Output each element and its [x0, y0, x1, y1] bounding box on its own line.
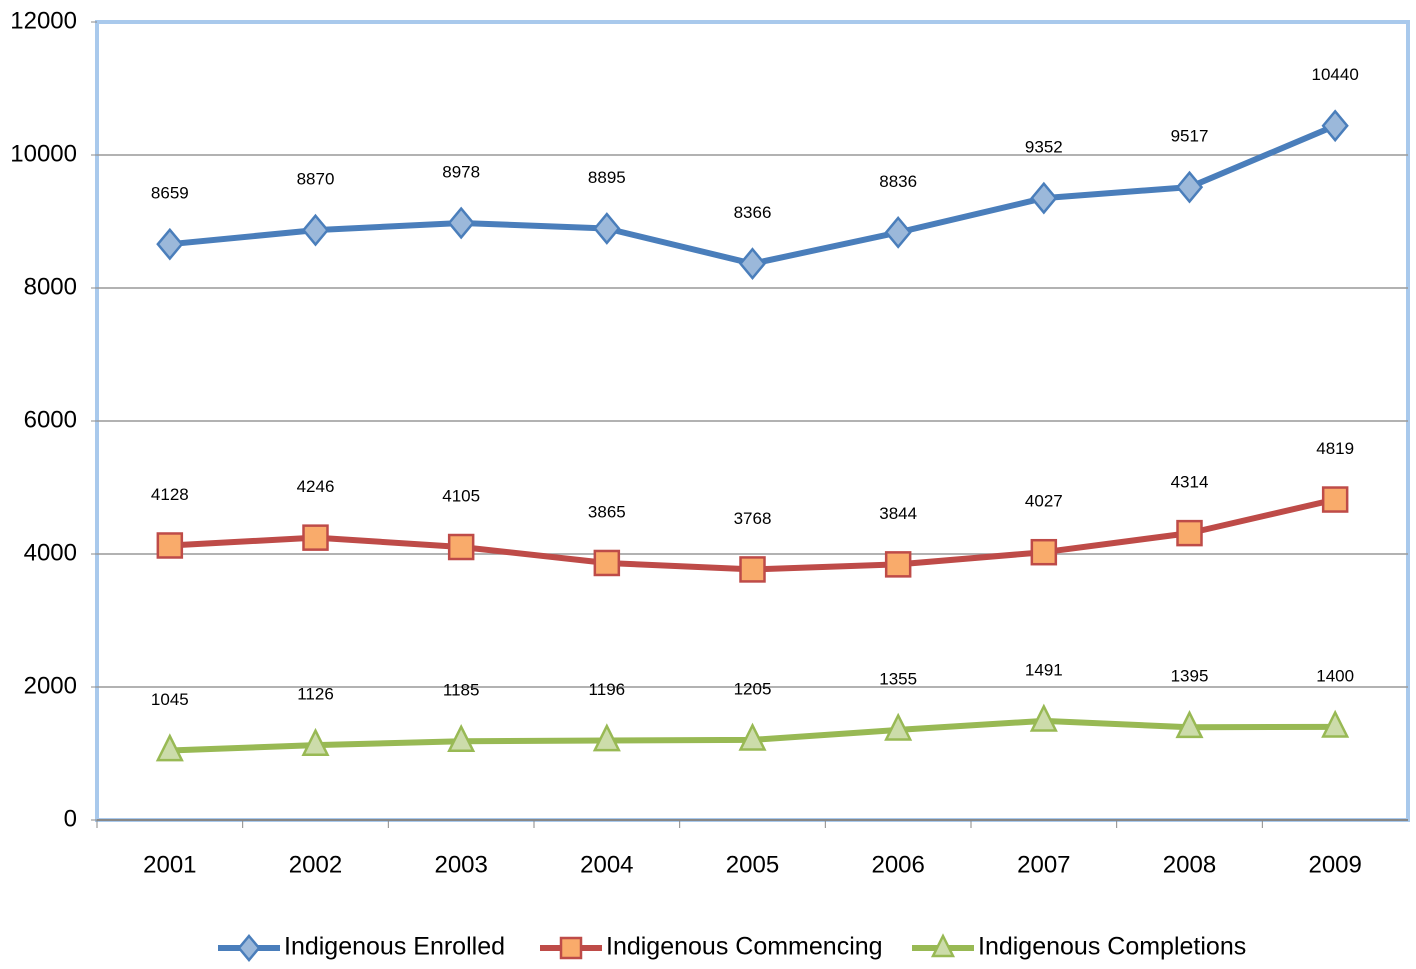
x-tick-label: 2002 — [289, 851, 342, 878]
data-label: 10440 — [1312, 65, 1359, 84]
marker — [1176, 519, 1203, 547]
marker — [1175, 710, 1204, 739]
data-label: 4027 — [1025, 492, 1063, 511]
data-label: 4314 — [1171, 473, 1209, 492]
marker — [1030, 181, 1058, 215]
x-tick-label: 2008 — [1163, 851, 1216, 878]
marker — [559, 936, 583, 960]
y-tick-label: 4000 — [24, 539, 77, 566]
data-label: 1185 — [443, 681, 480, 700]
data-label: 8836 — [879, 172, 917, 191]
x-tick-label: 2005 — [726, 851, 779, 878]
marker — [155, 733, 184, 762]
marker — [592, 723, 621, 752]
data-label: 8978 — [442, 162, 480, 181]
data-label: 1400 — [1316, 666, 1354, 685]
marker — [156, 532, 184, 559]
x-tick-label: 2009 — [1308, 851, 1361, 878]
data-label: 9517 — [1171, 127, 1209, 146]
data-label: 3865 — [588, 502, 626, 521]
marker — [447, 206, 475, 240]
x-tick-label: 2007 — [1017, 851, 1070, 878]
x-tick-label: 2001 — [143, 851, 196, 878]
marker — [302, 524, 329, 551]
data-label: 1045 — [151, 690, 189, 709]
data-label: 8870 — [297, 170, 335, 189]
x-tick-label: 2003 — [434, 851, 487, 878]
marker — [237, 934, 261, 962]
x-tick-label: 2004 — [580, 851, 633, 878]
marker — [1030, 538, 1058, 566]
marker — [1175, 170, 1204, 204]
y-tick-label: 10000 — [10, 140, 77, 167]
legend-label: Indigenous Commencing — [606, 933, 883, 961]
legend-label: Indigenous Completions — [978, 933, 1246, 961]
data-label: 4128 — [151, 485, 189, 504]
y-tick-label: 8000 — [24, 273, 77, 300]
marker — [301, 727, 330, 756]
data-label: 1196 — [589, 680, 626, 699]
marker — [930, 933, 956, 958]
marker — [1321, 709, 1350, 738]
data-label: 1395 — [1171, 667, 1209, 686]
data-label: 3768 — [734, 509, 772, 528]
marker — [738, 247, 767, 281]
marker — [156, 227, 184, 261]
marker — [884, 551, 912, 578]
data-label: 3844 — [879, 504, 917, 523]
marker — [1321, 486, 1349, 513]
marker — [447, 724, 476, 753]
data-label: 1205 — [734, 679, 772, 698]
data-label: 8366 — [734, 203, 772, 222]
data-label: 4819 — [1316, 439, 1354, 458]
y-tick-label: 6000 — [24, 406, 77, 433]
data-label: 1491 — [1025, 660, 1063, 679]
marker — [593, 549, 621, 577]
x-tick-label: 2006 — [871, 851, 924, 878]
marker — [593, 212, 621, 245]
marker — [884, 216, 912, 249]
data-label: 8659 — [151, 184, 189, 203]
marker — [1321, 109, 1349, 143]
data-label: 4246 — [297, 477, 335, 496]
marker — [738, 722, 767, 751]
marker — [301, 213, 330, 247]
marker — [884, 712, 913, 741]
marker — [1029, 703, 1058, 732]
data-label: 9352 — [1025, 138, 1063, 157]
y-tick-label: 12000 — [10, 7, 77, 34]
y-tick-label: 0 — [64, 805, 77, 832]
data-label: 4105 — [442, 487, 480, 506]
y-tick-label: 2000 — [24, 672, 77, 699]
marker — [739, 556, 766, 583]
marker — [447, 533, 475, 561]
legend-label: Indigenous Enrolled — [284, 933, 505, 961]
data-label: 1126 — [297, 685, 334, 704]
data-label: 8895 — [588, 168, 626, 187]
data-label: 1355 — [879, 669, 917, 688]
